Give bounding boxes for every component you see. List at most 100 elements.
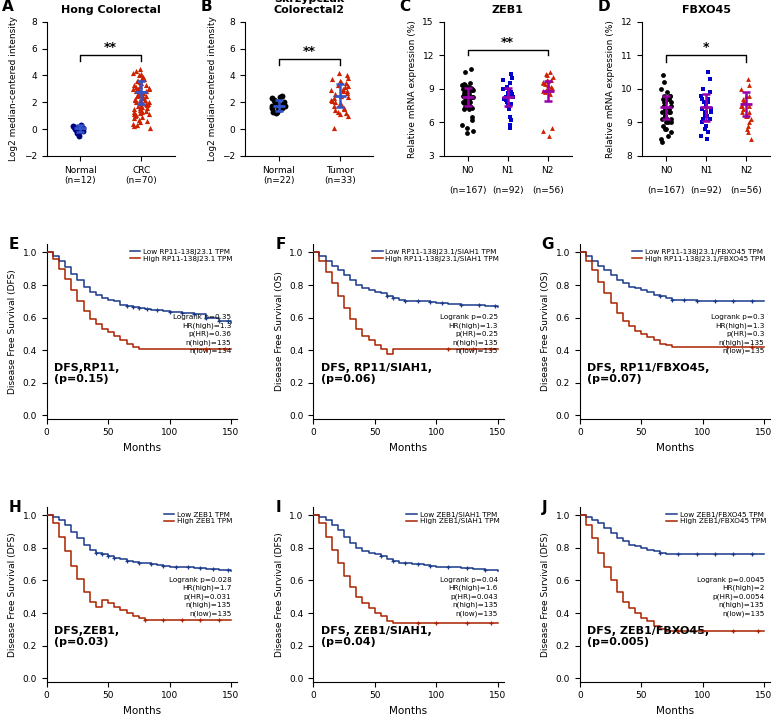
Point — [461, 80, 474, 92]
Point — [736, 100, 748, 112]
Point — [741, 73, 754, 85]
Point — [503, 86, 515, 97]
Text: **: ** — [501, 36, 514, 49]
Point — [741, 109, 753, 121]
Point — [141, 102, 153, 113]
Point — [660, 123, 672, 135]
Point — [72, 126, 85, 138]
Point — [136, 101, 149, 112]
Title: ZEB1: ZEB1 — [492, 5, 524, 15]
Point — [129, 93, 142, 104]
Point — [77, 122, 89, 133]
Point — [659, 107, 671, 118]
Point — [143, 83, 156, 95]
Point — [506, 88, 518, 100]
Point — [136, 72, 149, 84]
Point — [465, 84, 478, 96]
Text: B: B — [201, 0, 212, 14]
Point — [657, 100, 670, 112]
Point — [128, 94, 141, 105]
Point — [143, 96, 156, 107]
Point — [737, 93, 749, 104]
Point — [458, 86, 471, 98]
Point — [735, 100, 748, 112]
Point — [696, 103, 708, 115]
Point — [505, 99, 517, 110]
Point — [143, 83, 156, 94]
Point — [661, 93, 674, 104]
Point — [134, 80, 146, 92]
Point — [273, 99, 286, 111]
Point — [458, 92, 471, 104]
Text: H: H — [9, 500, 21, 515]
Text: DFS, ZEB1/FBXO45,
(p=0.005): DFS, ZEB1/FBXO45, (p=0.005) — [587, 626, 710, 647]
Point — [700, 107, 713, 118]
Point — [461, 122, 474, 133]
Point — [506, 91, 519, 102]
Y-axis label: Disease Free Survival (OS): Disease Free Survival (OS) — [275, 272, 284, 392]
Point — [659, 103, 671, 115]
Text: **: ** — [104, 41, 117, 54]
Point — [546, 71, 559, 83]
Point — [543, 88, 555, 100]
Point — [696, 93, 709, 104]
Point — [465, 91, 478, 102]
Point — [456, 119, 468, 130]
Point — [459, 66, 471, 78]
Point — [464, 82, 477, 94]
Point — [736, 107, 748, 118]
Point — [538, 86, 551, 98]
Point — [461, 86, 474, 98]
Point — [458, 88, 471, 100]
Point — [338, 82, 351, 94]
Point — [459, 94, 471, 106]
Point — [658, 96, 671, 108]
Legend: Low ZEB1 TPM, High ZEB1 TPM: Low ZEB1 TPM, High ZEB1 TPM — [163, 511, 233, 525]
Point — [537, 76, 549, 88]
Point — [664, 90, 676, 102]
Point — [658, 123, 671, 135]
Point — [137, 71, 149, 83]
Point — [656, 113, 668, 125]
Point — [658, 109, 671, 121]
Point — [135, 97, 147, 109]
Point — [740, 109, 752, 121]
Text: DFS, RP11/FBXO45,
(p=0.07): DFS, RP11/FBXO45, (p=0.07) — [587, 363, 710, 384]
Point — [138, 74, 150, 86]
Point — [541, 75, 554, 87]
Point — [461, 128, 473, 139]
Point — [273, 103, 286, 115]
Point — [131, 88, 144, 100]
Point — [269, 96, 282, 108]
Point — [703, 113, 716, 125]
Point — [502, 88, 514, 99]
Point — [503, 90, 515, 102]
Point — [139, 85, 152, 96]
Text: G: G — [541, 237, 554, 252]
Point — [335, 90, 348, 102]
Point — [461, 88, 473, 99]
Point — [657, 90, 670, 102]
Point — [136, 92, 149, 104]
Point — [329, 96, 342, 108]
Point — [662, 130, 675, 141]
Point — [130, 82, 142, 94]
Point — [135, 68, 147, 80]
Point — [461, 93, 474, 104]
Point — [135, 95, 148, 107]
Point — [655, 133, 668, 145]
Point — [328, 101, 340, 112]
Point — [696, 130, 708, 141]
Point — [131, 119, 143, 130]
Text: J: J — [541, 500, 548, 515]
Point — [664, 107, 676, 118]
Point — [279, 96, 291, 108]
Point — [544, 66, 556, 78]
Point — [501, 96, 513, 108]
Point — [143, 122, 156, 133]
Point — [699, 109, 712, 121]
Point — [661, 117, 674, 128]
Point — [701, 109, 713, 121]
Point — [499, 94, 512, 106]
Text: DFS,RP11,
(p=0.15): DFS,RP11, (p=0.15) — [54, 363, 120, 384]
